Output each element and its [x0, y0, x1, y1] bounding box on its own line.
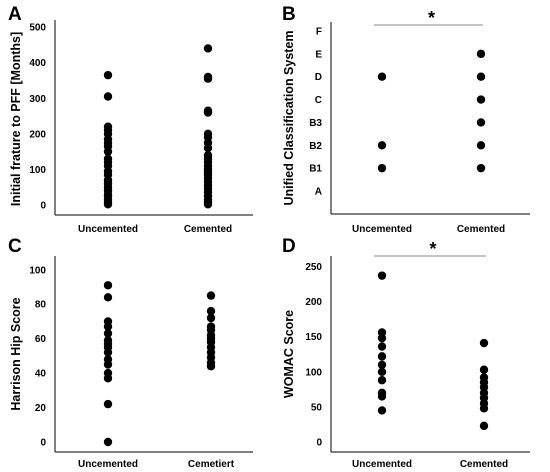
data-point [203, 143, 213, 153]
y-tick-label: B2 [309, 141, 322, 152]
x-category-label: Uncemented [78, 459, 138, 470]
y-tick-label: 100 [305, 367, 322, 378]
panel-c: C 0 20 40 60 80 100 Harrison Hip Score Uncemente… [8, 236, 253, 470]
data-point [377, 367, 387, 377]
panel-a: A 0 100 200 300 400 500 Initial frature to PFF … [8, 4, 253, 235]
y-tick-label: 0 [316, 438, 322, 449]
data-point [377, 342, 387, 351]
y-tick-label: 0 [40, 201, 46, 212]
significance-star: * [429, 239, 436, 259]
panel-b: B A B1 B2 B3 C D EF Unified Classification Syste… [282, 4, 530, 235]
y-axis-title: Unified Classification System [282, 30, 296, 205]
data-point [103, 281, 113, 290]
y-tick-label: B3 [309, 118, 322, 129]
data-point [479, 421, 489, 431]
data-point [377, 392, 387, 401]
y-tick-label: 100 [29, 265, 46, 276]
y-tick-label: 150 [305, 332, 322, 343]
data-point [377, 376, 387, 385]
data-point [377, 163, 387, 173]
y-tick-label: A [315, 187, 322, 198]
y-tick-label: F [316, 27, 322, 38]
data-point [103, 70, 113, 80]
data-point [103, 348, 113, 357]
data-point [103, 399, 113, 409]
x-category-label: Cemented [184, 224, 232, 235]
data-point [377, 333, 387, 343]
y-tick-label: 60 [35, 334, 47, 345]
data-point [103, 329, 113, 338]
y-tick-label: 40 [35, 369, 47, 380]
y-tick-label: D [315, 72, 322, 83]
data-point [377, 72, 387, 81]
x-category-label: Cemented [457, 224, 505, 235]
data-point [479, 404, 489, 413]
data-point [479, 338, 489, 348]
data-point [476, 72, 486, 81]
data-point [103, 360, 113, 369]
data-point [377, 271, 387, 280]
x-category-label: Uncemented [78, 224, 138, 235]
y-tick-label: C [315, 95, 322, 106]
y-axis-title: Initial frature to PFF [Months] [9, 32, 23, 206]
data-point [377, 141, 387, 150]
y-tick-label: 200 [305, 297, 322, 308]
data-point [103, 293, 113, 302]
y-tick-label: 0 [40, 438, 46, 449]
y-tick-label: 500 [29, 23, 46, 34]
data-point [103, 437, 113, 447]
y-tick-label: B1 [309, 164, 322, 175]
data-point [377, 352, 387, 361]
data-point [206, 313, 216, 323]
data-point [476, 95, 486, 104]
y-tick-label: 80 [35, 300, 47, 311]
data-point [377, 406, 387, 415]
data-point [206, 306, 216, 316]
data-point [103, 147, 113, 156]
y-axis-title: WOMAC Score [282, 310, 296, 398]
data-point [203, 44, 213, 53]
x-category-label: Uncemented [352, 224, 412, 235]
x-category-label: Cemented [460, 459, 508, 470]
data-point [103, 322, 113, 331]
panel-letter: C [8, 236, 22, 257]
data-point [203, 108, 213, 117]
data-point [476, 141, 486, 150]
data-point [206, 362, 216, 371]
data-point [103, 374, 113, 383]
panel-letter: A [8, 4, 22, 25]
y-tick-label: 20 [35, 403, 47, 414]
panel-letter: B [282, 4, 296, 25]
x-category-label: Cemetiert [188, 459, 235, 470]
data-point [206, 291, 216, 300]
data-point [203, 200, 213, 209]
y-axis-title: Harrison Hip Score [9, 297, 23, 410]
y-tick-label: 300 [29, 94, 46, 105]
y-tick-label: 250 [305, 262, 322, 273]
data-point [476, 49, 486, 59]
y-tick-label: 50 [311, 402, 323, 413]
y-tick-label: 400 [29, 58, 46, 69]
panel-d: D 0 50 100 150 200 250 WOMAC Score Uncemented Cem… [282, 236, 530, 470]
data-point [203, 74, 213, 83]
y-tick-label: E [315, 49, 322, 60]
data-point [476, 163, 486, 173]
data-point [377, 360, 387, 369]
y-tick-label: 100 [29, 165, 46, 176]
panel-letter: D [282, 236, 296, 257]
data-point [103, 92, 113, 101]
data-point [476, 118, 486, 127]
data-point [103, 200, 113, 209]
x-category-label: Uncemented [352, 459, 412, 470]
y-tick-label: 200 [29, 129, 46, 140]
significance-star: * [428, 8, 435, 28]
data-point [479, 365, 489, 374]
